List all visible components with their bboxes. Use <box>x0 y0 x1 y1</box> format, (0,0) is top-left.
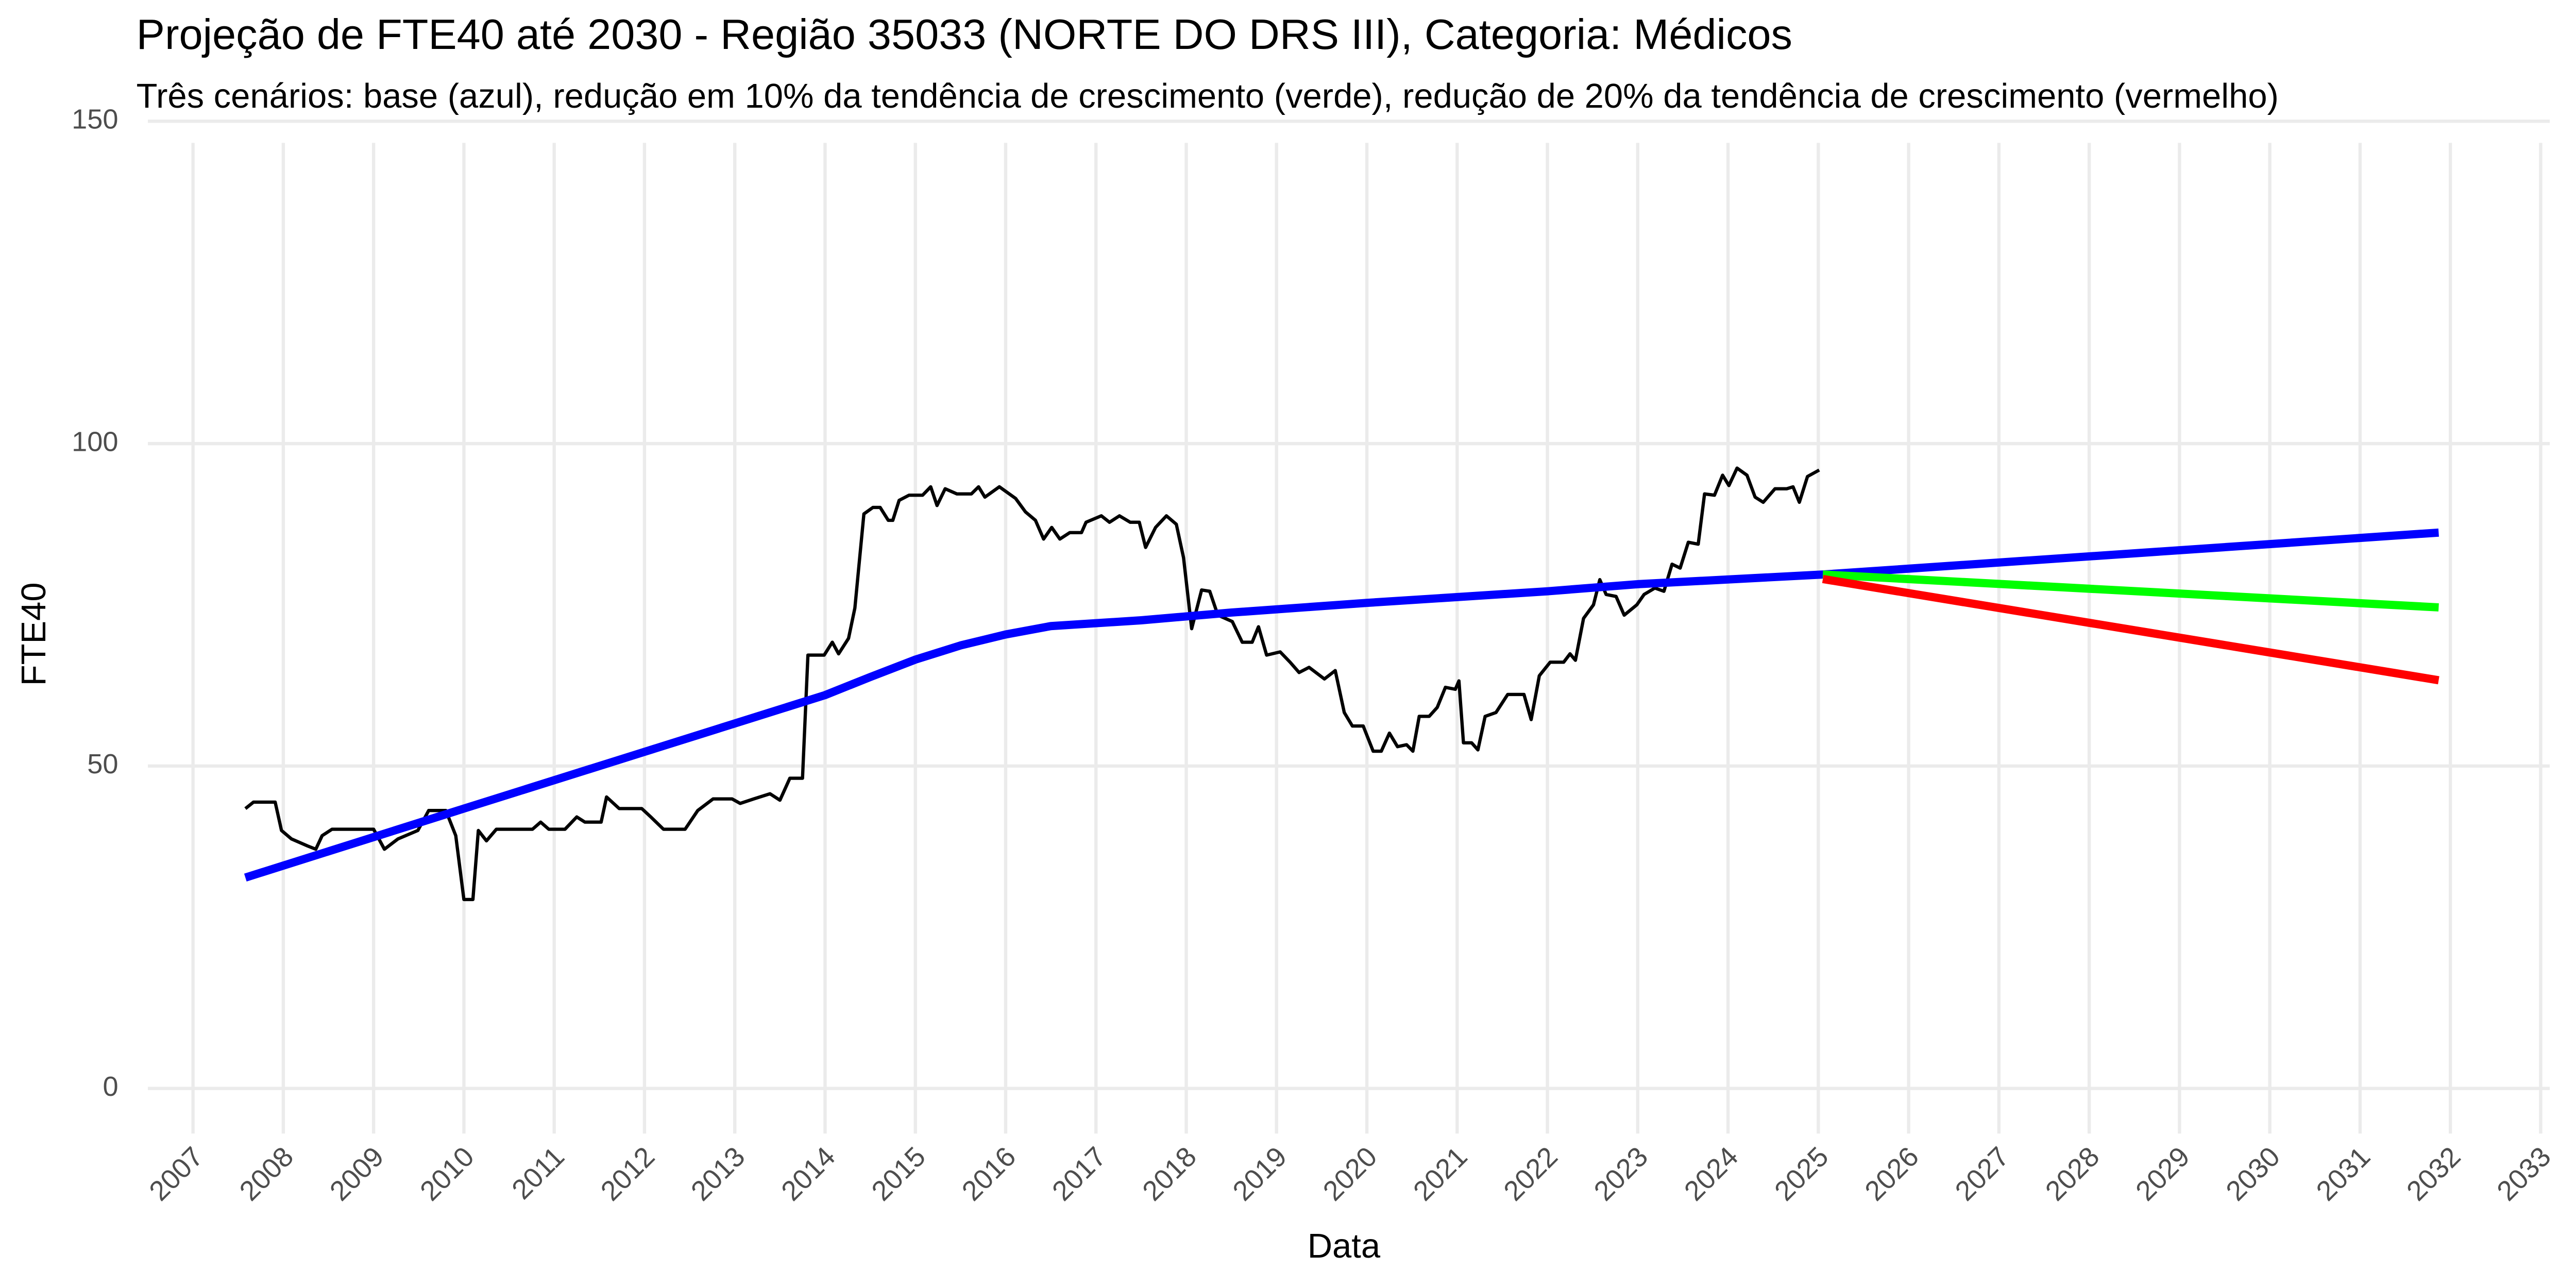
x-tick-label: 2021 <box>1408 1141 1473 1207</box>
x-tick-label: 2010 <box>414 1141 480 1207</box>
x-tick-label: 2016 <box>956 1141 1022 1207</box>
x-tick-label: 2015 <box>866 1141 931 1207</box>
x-tick-label: 2017 <box>1046 1141 1112 1207</box>
x-tick-label: 2025 <box>1769 1141 1835 1207</box>
x-tick-label: 2007 <box>143 1141 209 1207</box>
x-tick-label: 2024 <box>1679 1141 1744 1207</box>
x-tick-label: 2023 <box>1588 1141 1654 1207</box>
x-tick-label: 2033 <box>2491 1141 2557 1207</box>
x-tick-label: 2028 <box>2040 1141 2106 1207</box>
y-tick-label: 50 <box>87 749 118 779</box>
y-tick-label: 0 <box>103 1071 118 1102</box>
x-tick-label: 2011 <box>506 1141 570 1206</box>
x-tick-label: 2020 <box>1317 1141 1383 1207</box>
x-tick-label: 2029 <box>2130 1141 2196 1207</box>
series-line <box>1822 575 2439 685</box>
x-tick-label: 2014 <box>775 1141 841 1207</box>
y-tick-label: 150 <box>72 104 118 135</box>
x-tick-label: 2026 <box>1859 1141 1925 1207</box>
x-tick-label: 2027 <box>1950 1141 2015 1207</box>
x-tick-label: 2030 <box>2220 1141 2286 1207</box>
y-tick-label: 100 <box>72 426 118 457</box>
x-tick-label: 2009 <box>324 1141 390 1207</box>
series-line <box>1822 570 2439 612</box>
x-tick-label: 2031 <box>2311 1141 2377 1207</box>
chart-subtitle: Três cenários: base (azul), redução em 1… <box>137 77 2279 115</box>
series-line <box>244 466 1820 902</box>
x-tick-label: 2018 <box>1137 1141 1202 1207</box>
chart-title: Projeção de FTE40 até 2030 - Região 3503… <box>137 10 1792 58</box>
x-tick-label: 2008 <box>234 1141 300 1207</box>
series-line <box>244 528 2439 882</box>
x-tick-label: 2012 <box>595 1141 661 1207</box>
y-axis-label: FTE40 <box>14 582 53 686</box>
x-tick-label: 2022 <box>1498 1141 1564 1207</box>
x-tick-label: 2032 <box>2401 1141 2467 1207</box>
x-tick-label: 2013 <box>685 1141 751 1207</box>
x-axis-label: Data <box>1308 1227 1381 1265</box>
x-tick-label: 2019 <box>1227 1141 1293 1207</box>
